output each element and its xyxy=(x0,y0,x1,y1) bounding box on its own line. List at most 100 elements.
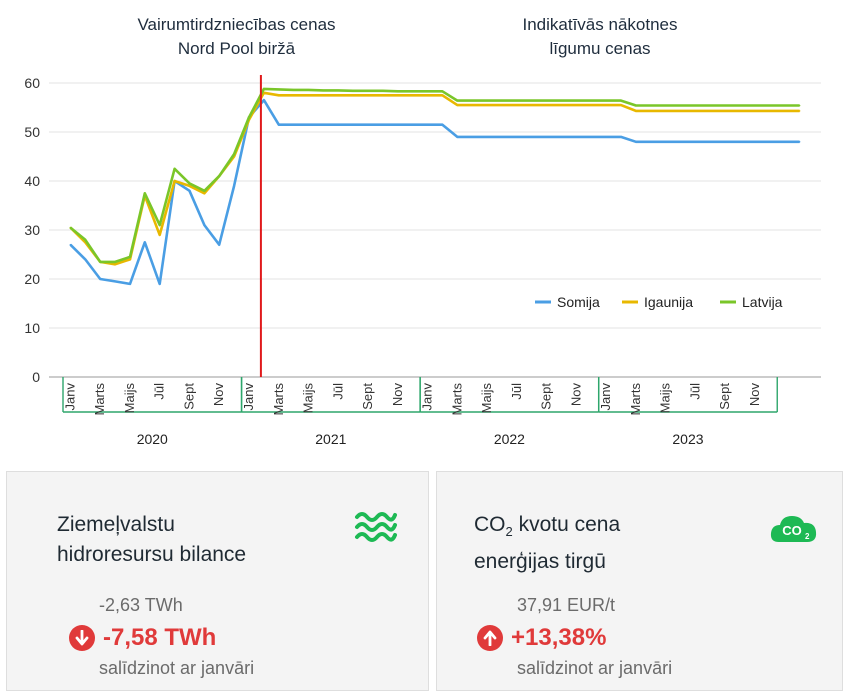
data-point-somija xyxy=(426,123,429,126)
waves-icon xyxy=(355,512,397,542)
data-point-igaunija xyxy=(367,94,369,97)
data-point-latvija xyxy=(769,104,771,107)
hydro-balance-card: Ziemeļvalstu hidroresursu bilance -2,63 … xyxy=(6,471,429,691)
spot-prices-header: Vairumtirdzniecības cenas Nord Pool birž… xyxy=(137,15,336,58)
x-tick-label: Marts xyxy=(449,383,464,416)
data-point-igaunija xyxy=(411,94,414,97)
co2-previous-value: 37,91 EUR/t xyxy=(517,595,616,615)
data-point-latvija xyxy=(516,99,518,102)
data-point-igaunija xyxy=(605,104,607,106)
data-point-somija xyxy=(337,123,340,126)
data-point-igaunija xyxy=(337,94,340,97)
data-point-latvija xyxy=(560,99,563,102)
arrow-down-icon xyxy=(69,625,95,651)
data-point-igaunija xyxy=(724,110,726,112)
data-point-igaunija xyxy=(635,110,637,112)
data-point-latvija xyxy=(203,190,206,192)
series-line-somija xyxy=(69,98,800,286)
x-tick-label: Jūl xyxy=(687,383,702,400)
data-point-igaunija xyxy=(590,104,592,106)
data-point-somija xyxy=(575,136,578,138)
data-point-latvija xyxy=(144,192,146,195)
co2-card-title: CO2 kvotu cena enerģijas tirgū xyxy=(474,513,621,574)
data-point-somija xyxy=(114,280,116,283)
data-point-latvija xyxy=(605,99,607,102)
data-point-somija xyxy=(307,123,310,126)
data-point-somija xyxy=(158,283,161,285)
data-point-somija xyxy=(545,136,548,138)
data-point-latvija xyxy=(322,89,325,92)
data-point-latvija xyxy=(709,104,712,107)
data-point-latvija xyxy=(233,153,235,155)
data-point-somija xyxy=(679,141,682,143)
data-point-latvija xyxy=(635,104,637,107)
data-point-somija xyxy=(590,136,592,138)
data-point-somija xyxy=(754,141,756,143)
data-point-latvija xyxy=(694,104,697,107)
x-tick-label: Sept xyxy=(181,383,196,410)
data-point-somija xyxy=(278,123,280,126)
data-point-somija xyxy=(798,141,801,143)
data-point-igaunija xyxy=(397,94,399,97)
data-point-latvija xyxy=(754,104,756,107)
data-point-latvija xyxy=(278,88,280,91)
data-point-latvija xyxy=(739,104,741,107)
data-point-latvija xyxy=(590,99,592,102)
data-point-igaunija xyxy=(709,110,712,112)
co2-change-value: +13,38% xyxy=(511,624,607,651)
data-point-igaunija xyxy=(426,94,429,97)
x-tick-label: Janv xyxy=(241,383,256,411)
data-point-latvija xyxy=(114,261,116,263)
x-tick-label: Maijs xyxy=(658,383,673,414)
x-tick-label: Nov xyxy=(747,383,762,407)
x-tick-label: Jūl xyxy=(509,383,524,400)
x-tick-label: Marts xyxy=(628,383,643,416)
data-point-somija xyxy=(769,141,771,143)
data-point-somija xyxy=(188,190,191,192)
data-point-somija xyxy=(233,185,235,187)
data-point-igaunija xyxy=(441,94,444,97)
data-point-somija xyxy=(203,224,206,226)
data-point-latvija xyxy=(248,116,250,119)
x-tick-label: Marts xyxy=(271,383,286,416)
series-line-igaunija xyxy=(69,91,800,266)
data-point-latvija xyxy=(426,90,429,93)
data-point-somija xyxy=(471,136,474,138)
data-point-latvija xyxy=(263,88,265,90)
data-point-igaunija xyxy=(664,110,667,112)
arrow-up-icon xyxy=(477,625,503,651)
data-point-somija xyxy=(292,123,295,126)
data-point-latvija xyxy=(352,90,355,92)
x-tick-label: Jūl xyxy=(330,383,345,400)
y-tick-label: 10 xyxy=(24,320,40,336)
x-tick-label: Janv xyxy=(598,383,613,411)
futures-prices-header: Indikatīvās nākotnes līgumu cenas xyxy=(522,15,678,58)
data-point-latvija xyxy=(188,182,191,185)
data-point-igaunija xyxy=(114,263,116,266)
data-point-igaunija xyxy=(278,94,280,97)
data-point-latvija xyxy=(218,175,220,177)
data-point-latvija xyxy=(486,99,488,102)
data-point-somija xyxy=(739,141,741,143)
y-tick-label: 60 xyxy=(24,75,40,91)
data-point-latvija xyxy=(173,168,176,170)
data-point-igaunija xyxy=(516,104,518,106)
data-point-igaunija xyxy=(158,234,161,236)
data-point-latvija xyxy=(798,104,801,107)
data-point-latvija xyxy=(679,104,682,107)
data-point-igaunija xyxy=(352,94,355,97)
x-tick-label: Maijs xyxy=(122,383,137,414)
data-point-igaunija xyxy=(307,94,310,97)
hydro-previous-value: -2,63 TWh xyxy=(99,595,183,615)
data-point-latvija xyxy=(382,90,384,92)
y-tick-label: 0 xyxy=(32,369,40,385)
data-point-somija xyxy=(218,243,220,246)
data-point-latvija xyxy=(664,104,667,107)
data-point-igaunija xyxy=(679,110,682,112)
data-point-igaunija xyxy=(754,110,756,112)
data-point-latvija xyxy=(129,256,131,258)
co2-compare-text: salīdzinot ar janvāri xyxy=(517,658,673,678)
hydro-change: -7,58 TWh xyxy=(69,624,216,652)
x-tick-label: Jūl xyxy=(152,383,167,400)
data-point-somija xyxy=(99,278,101,280)
